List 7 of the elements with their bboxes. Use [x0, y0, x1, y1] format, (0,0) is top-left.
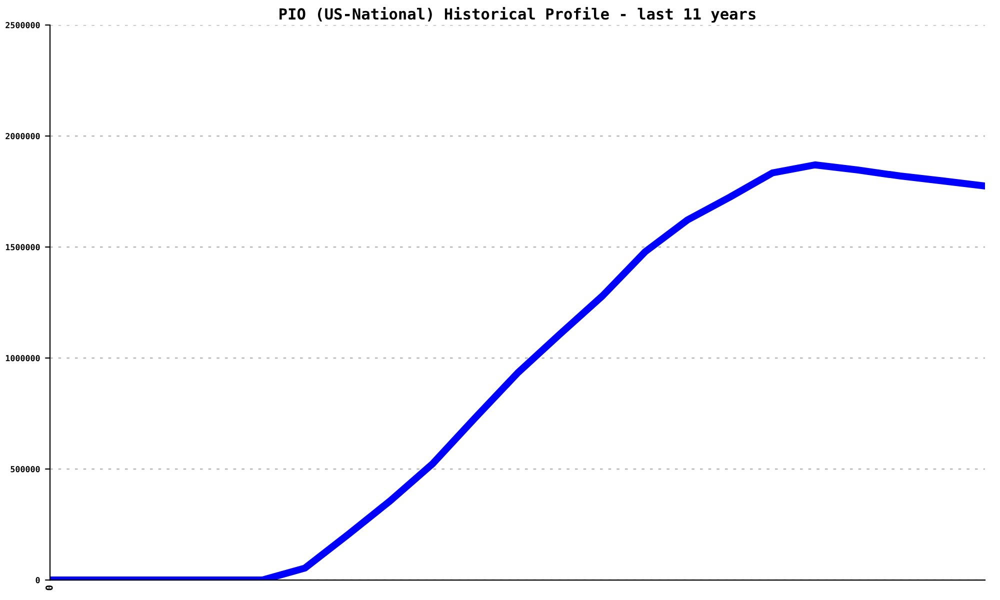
y-tick-label: 500000 — [10, 466, 40, 472]
y-tick-label: 0 — [36, 577, 40, 584]
y-tick-label: 1500000 — [6, 244, 40, 250]
y-tick-label: 2500000 — [6, 22, 40, 28]
y-tick-label: 2000000 — [6, 133, 40, 140]
chart-title: PIO (US-National) Historical Profile - last 11 years — [280, 7, 756, 23]
y-tick-label: 1000000 — [6, 355, 40, 362]
